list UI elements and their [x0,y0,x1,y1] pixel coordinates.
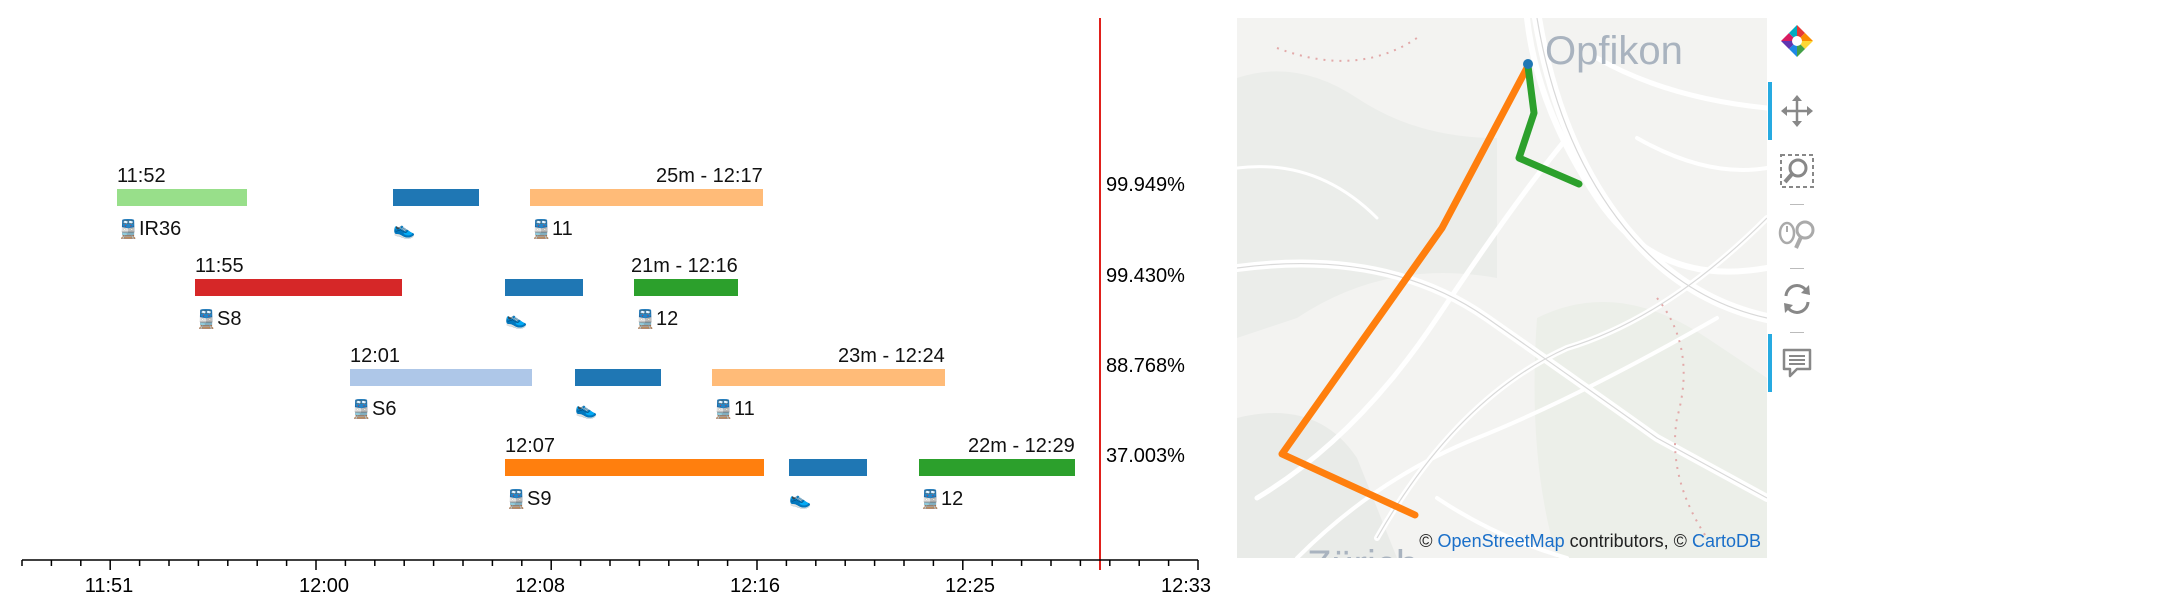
toolbar-separator [1790,268,1804,269]
journey-1-arrive: 25m - 12:17 [656,165,763,187]
journey-3-leg-1-mode: 🚆S6 [350,398,397,420]
journey-2-leg-1-mode: 🚆S8 [195,308,242,330]
deadline-line [1099,18,1101,570]
journey-3-leg-1-bar [350,369,532,386]
journey-4-leg-1-mode: 🚆S9 [505,488,552,510]
journey-3-leg-2-bar [575,369,661,386]
train-icon: 🚆 [530,219,553,239]
reset-tool-button[interactable] [1772,274,1822,324]
cartodb-link[interactable]: CartoDB [1691,531,1761,551]
journey-timeline: 11:52 25m - 12:17 🚆IR36 👟 🚆11 99.949% 11… [21,18,1212,597]
journey-2-leg-2-mode: 👟 [505,308,527,330]
hover-icon [1782,348,1812,378]
train-icon: 🚆 [117,219,140,239]
journey-4-leg-3-bar [919,459,1075,476]
journey-4-probability: 37.003% [1106,445,1185,467]
map-tiles: Opfikon Zürich [1237,18,1767,558]
tick-label-1208: 12:08 [514,575,566,597]
route-line-green [1515,62,1583,188]
bokeh-logo-icon [1781,25,1813,57]
place-label-opfikon: Opfikon [1545,29,1683,73]
bokeh-logo[interactable] [1772,16,1822,66]
journey-3-leg-3-bar [712,369,945,386]
pan-active-indicator [1768,82,1772,140]
pan-icon [1781,95,1813,127]
openstreetmap-link[interactable]: OpenStreetMap [1437,531,1565,551]
walk-icon: 👟 [505,309,528,329]
wheel-zoom-tool-button[interactable] [1772,210,1822,260]
map-attribution: © OpenStreetMap contributors, © CartoDB [1419,531,1761,551]
journey-4-depart: 12:07 [505,435,556,457]
train-icon: 🚆 [919,489,942,509]
walk-icon: 👟 [393,219,416,239]
pan-tool-button[interactable] [1772,86,1822,136]
toolbar-separator [1790,332,1804,333]
journey-2-depart: 11:55 [195,255,244,277]
reset-icon [1784,284,1810,314]
train-icon: 🚆 [195,309,218,329]
journey-1-leg-2-bar [393,189,479,206]
train-icon: 🚆 [350,399,373,419]
journey-3-leg-2-mode: 👟 [575,398,597,420]
journey-1-depart: 11:52 [117,165,166,187]
journey-4-leg-1-bar [505,459,764,476]
journey-1-leg-1-mode: 🚆IR36 [117,218,182,240]
journey-2-leg-1-bar [195,279,402,296]
journey-4-arrive: 22m - 12:29 [968,435,1075,457]
tick-label-1216: 12:16 [729,575,781,597]
train-icon: 🚆 [712,399,735,419]
wheel-zoom-icon [1778,220,1815,249]
route-start-marker [1523,59,1533,69]
tick-label-1200: 12:00 [298,575,350,597]
walk-icon: 👟 [789,489,812,509]
box-zoom-icon [1780,154,1814,188]
hover-active-indicator [1768,334,1772,392]
route-line-orange [1278,62,1532,519]
journey-1-leg-1-bar [117,189,247,206]
journey-3-depart: 12:01 [350,345,401,367]
train-icon: 🚆 [634,309,657,329]
route-map[interactable]: Opfikon Zürich © OpenStreetMap contribut… [1237,18,1767,558]
journey-3-leg-3-mode: 🚆11 [712,398,755,420]
box-zoom-tool-button[interactable] [1772,146,1822,196]
journey-4-leg-3-mode: 🚆12 [919,488,964,510]
journey-2-arrive: 21m - 12:16 [631,255,738,277]
train-icon: 🚆 [505,489,528,509]
journey-3-arrive: 23m - 12:24 [838,345,945,367]
journey-2-leg-3-bar [634,279,738,296]
journey-1-probability: 99.949% [1106,174,1185,196]
journey-1-leg-3-mode: 🚆11 [530,218,573,240]
plot-toolbar [1768,16,1828,392]
hover-tool-button[interactable] [1772,338,1822,388]
place-label-zurich: Zürich [1307,543,1418,558]
time-axis [21,559,1199,570]
journey-2-leg-2-bar [505,279,583,296]
journey-2-probability: 99.430% [1106,265,1185,287]
tick-label-1233: 12:33 [1160,575,1212,597]
journey-4-leg-2-bar [789,459,867,476]
journey-4-leg-2-mode: 👟 [789,488,811,510]
tick-label-1225: 12:25 [944,575,996,597]
walk-icon: 👟 [575,399,598,419]
tick-label-1151: 11:51 [84,575,134,597]
journey-2-leg-3-mode: 🚆12 [634,308,679,330]
journey-1-leg-3-bar [530,189,763,206]
journey-3-probability: 88.768% [1106,355,1185,377]
toolbar-separator [1790,204,1804,205]
journey-1-leg-2-mode: 👟 [393,218,415,240]
